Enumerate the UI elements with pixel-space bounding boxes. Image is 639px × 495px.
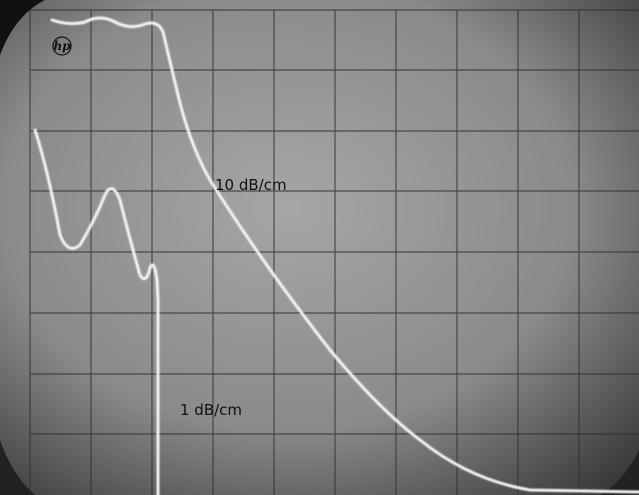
- trace-10db: [50, 16, 639, 494]
- trace-1db: [33, 128, 160, 495]
- annotation: 10 dB/cm: [215, 176, 287, 194]
- corner-shadow: [0, 440, 35, 495]
- corner-shadow: [0, 0, 45, 55]
- corner-shadow: [600, 450, 639, 495]
- graticule: [29, 9, 639, 495]
- logo: hp: [53, 39, 71, 53]
- annotation: 1 dB/cm: [180, 401, 242, 419]
- traces: [33, 16, 639, 495]
- logo-ring: [52, 36, 72, 56]
